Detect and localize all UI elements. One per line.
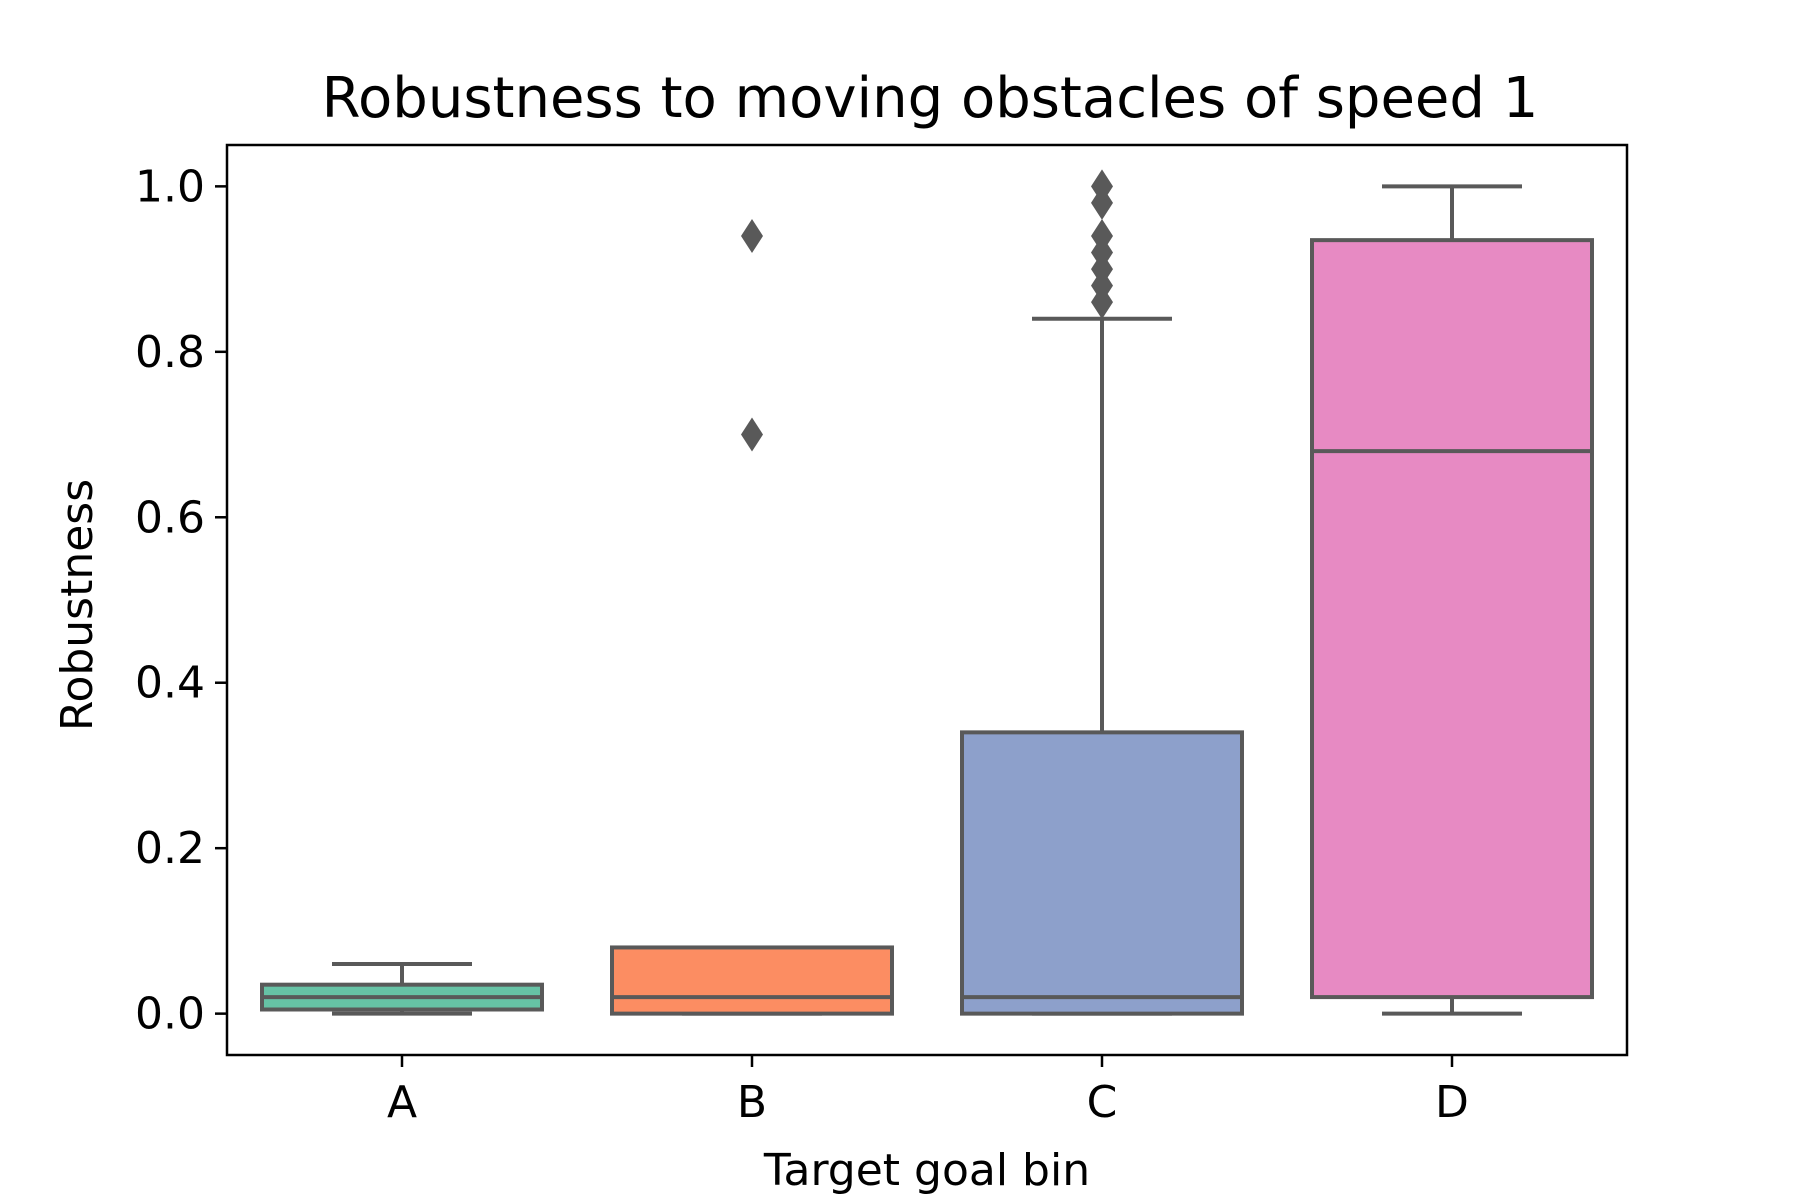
chart-title: Robustness to moving obstacles of speed … bbox=[322, 66, 1539, 131]
box-d bbox=[1310, 238, 1594, 1000]
y-tick-label: 0.4 bbox=[135, 658, 205, 709]
x-tick-label: B bbox=[737, 1077, 767, 1128]
y-tick-label: 1.0 bbox=[135, 161, 205, 212]
box-group-a bbox=[260, 962, 544, 1016]
x-tick-label: A bbox=[387, 1077, 417, 1128]
y-tick-label: 0.2 bbox=[135, 823, 205, 874]
x-tick-label: D bbox=[1435, 1077, 1469, 1128]
x-axis: A B C D bbox=[387, 1055, 1469, 1128]
y-tick-label: 0.6 bbox=[135, 492, 205, 543]
y-axis: 0.0 0.2 0.4 0.6 0.8 1.0 bbox=[135, 161, 227, 1040]
x-tick-label: C bbox=[1087, 1077, 1118, 1128]
outlier-point-c-5 bbox=[1091, 219, 1113, 253]
y-tick-label: 0.8 bbox=[135, 327, 205, 378]
box-group-d bbox=[1310, 184, 1594, 1016]
outlier-point-b-2 bbox=[741, 219, 763, 253]
plot-frame bbox=[225, 143, 1629, 1057]
y-tick-label: 0.0 bbox=[135, 989, 205, 1040]
outlier-point-b-1 bbox=[741, 417, 763, 452]
box-group-b bbox=[610, 219, 894, 1016]
plot-area bbox=[260, 169, 1594, 1016]
x-axis-label: Target goal bin bbox=[763, 1145, 1090, 1196]
outlier-point-c-7 bbox=[1091, 169, 1113, 204]
box-c bbox=[960, 730, 1244, 1016]
y-axis-label: Robustness bbox=[52, 479, 103, 731]
box-b bbox=[610, 945, 894, 1016]
box-group-c bbox=[960, 169, 1244, 1016]
